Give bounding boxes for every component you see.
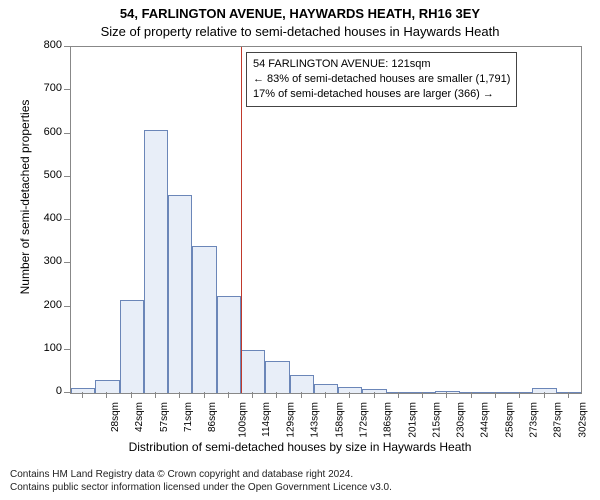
x-tick-mark (544, 392, 545, 398)
x-tick-mark (155, 392, 156, 398)
y-tick-label: 500 (22, 169, 62, 181)
x-tick-label: 28sqm (110, 402, 121, 432)
x-tick-label: 302sqm (577, 402, 588, 438)
x-tick-label: 86sqm (207, 402, 218, 432)
x-tick-label: 100sqm (237, 402, 248, 438)
y-tick-mark (64, 219, 70, 220)
x-tick-label: 273sqm (529, 402, 540, 438)
histogram-bar (411, 392, 435, 393)
x-tick-label: 201sqm (407, 402, 418, 438)
x-tick-label: 129sqm (286, 402, 297, 438)
x-tick-mark (82, 392, 83, 398)
x-tick-mark (398, 392, 399, 398)
histogram-bar (460, 392, 484, 393)
info-line-3: 17% of semi-detached houses are larger (… (253, 87, 510, 102)
x-tick-label: 42sqm (134, 402, 145, 432)
histogram-bar (144, 130, 168, 393)
x-tick-label: 57sqm (159, 402, 170, 432)
histogram-bar (387, 392, 411, 393)
y-tick-label: 0 (22, 385, 62, 397)
y-tick-label: 400 (22, 212, 62, 224)
x-tick-mark (519, 392, 520, 398)
y-tick-label: 700 (22, 82, 62, 94)
x-tick-label: 172sqm (359, 402, 370, 438)
histogram-bar (508, 392, 532, 393)
y-tick-label: 800 (22, 39, 62, 51)
x-tick-label: 158sqm (334, 402, 345, 438)
x-tick-label: 186sqm (383, 402, 394, 438)
credit-text: Contains HM Land Registry data © Crown c… (10, 468, 590, 494)
histogram-bar (532, 388, 556, 393)
chart-subtitle: Size of property relative to semi-detach… (0, 24, 600, 39)
x-tick-mark (106, 392, 107, 398)
credit-line-1: Contains HM Land Registry data © Crown c… (10, 468, 590, 481)
y-tick-mark (64, 262, 70, 263)
x-tick-mark (131, 392, 132, 398)
x-tick-mark (301, 392, 302, 398)
histogram-bar (557, 392, 581, 393)
y-tick-mark (64, 349, 70, 350)
x-tick-mark (471, 392, 472, 398)
x-tick-mark (495, 392, 496, 398)
x-tick-label: 71sqm (183, 402, 194, 432)
chart-title: 54, FARLINGTON AVENUE, HAYWARDS HEATH, R… (0, 6, 600, 21)
x-tick-mark (325, 392, 326, 398)
credit-line-2: Contains public sector information licen… (10, 481, 590, 494)
histogram-bar (168, 195, 192, 393)
x-tick-label: 287sqm (553, 402, 564, 438)
info-box: 54 FARLINGTON AVENUE: 121sqm← 83% of sem… (246, 52, 517, 107)
y-tick-label: 300 (22, 255, 62, 267)
x-tick-label: 215sqm (431, 402, 442, 438)
x-axis-label: Distribution of semi-detached houses by … (0, 440, 600, 454)
marker-line (241, 47, 242, 393)
histogram-bar (435, 391, 459, 393)
y-tick-mark (64, 89, 70, 90)
y-tick-mark (64, 133, 70, 134)
y-tick-mark (64, 306, 70, 307)
y-axis-label: Number of semi-detached properties (18, 24, 32, 370)
histogram-bar (362, 389, 386, 393)
chart-frame: { "layout":{ "width":600,"height":500, "… (0, 0, 600, 500)
x-tick-mark (374, 392, 375, 398)
histogram-bar (290, 375, 314, 393)
x-tick-label: 230sqm (456, 402, 467, 438)
histogram-bar (241, 350, 265, 393)
y-tick-mark (64, 392, 70, 393)
y-tick-label: 600 (22, 126, 62, 138)
histogram-bar (120, 300, 144, 393)
x-tick-mark (422, 392, 423, 398)
histogram-bar (338, 387, 362, 393)
histogram-bar (95, 380, 119, 393)
histogram-bar (217, 296, 241, 393)
histogram-bar (71, 388, 95, 393)
y-tick-label: 200 (22, 299, 62, 311)
x-tick-mark (228, 392, 229, 398)
histogram-bar (192, 246, 216, 393)
x-tick-mark (179, 392, 180, 398)
info-line-2: ← 83% of semi-detached houses are smalle… (253, 72, 510, 87)
x-tick-mark (446, 392, 447, 398)
x-tick-mark (252, 392, 253, 398)
x-tick-label: 143sqm (310, 402, 321, 438)
x-tick-label: 244sqm (480, 402, 491, 438)
y-tick-mark (64, 46, 70, 47)
y-tick-label: 100 (22, 342, 62, 354)
x-tick-label: 114sqm (261, 402, 272, 437)
x-tick-label: 258sqm (504, 402, 515, 438)
x-tick-mark (204, 392, 205, 398)
y-tick-mark (64, 176, 70, 177)
x-tick-mark (349, 392, 350, 398)
x-tick-mark (276, 392, 277, 398)
info-line-1: 54 FARLINGTON AVENUE: 121sqm (253, 57, 510, 72)
x-tick-mark (568, 392, 569, 398)
histogram-bar (265, 361, 289, 393)
